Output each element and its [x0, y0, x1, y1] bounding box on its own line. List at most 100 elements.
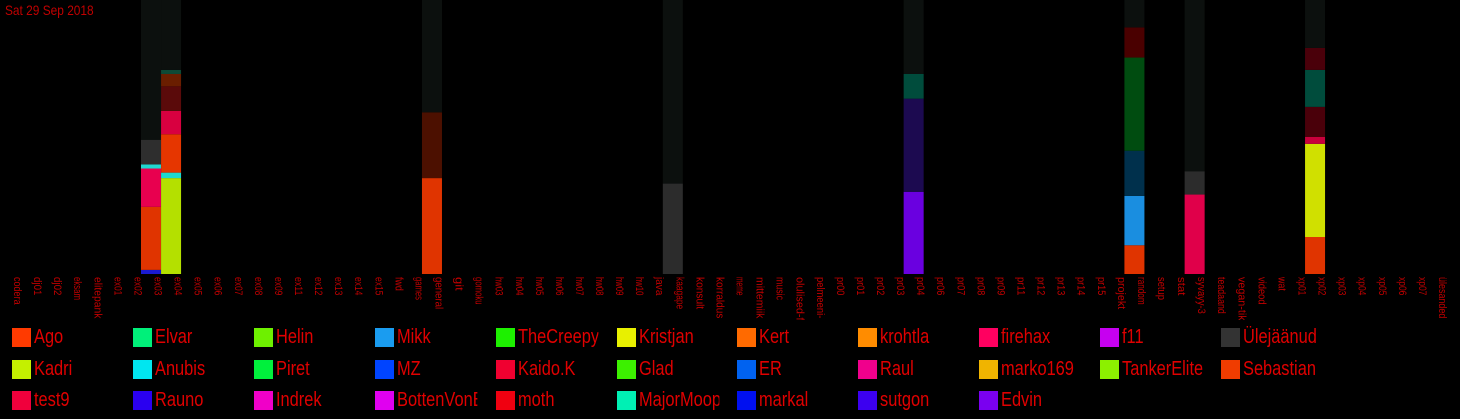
x-axis-labels: codera dj01 dj02 eksam elitepank ex01 ex02 ex03… — [11, 276, 1448, 320]
x-tick-label: ex02 — [131, 277, 143, 295]
x-tick-label: hw08 — [593, 277, 605, 295]
legend-label: Piret — [275, 357, 310, 380]
legend-item: Raul — [858, 357, 978, 380]
legend-label: Helin — [275, 326, 314, 348]
legend-swatch — [1100, 359, 1120, 379]
legend-swatch — [132, 391, 152, 410]
legend-swatch — [374, 328, 394, 347]
legend-item: markal — [737, 388, 857, 411]
x-tick-label: git — [453, 277, 465, 291]
legend-swatch — [495, 328, 515, 347]
legend-label: MajorMoopsy — [638, 389, 719, 411]
legend-label: test9 — [34, 389, 70, 411]
legend-label: markal — [759, 389, 809, 411]
x-tick-label: ex11 — [292, 277, 304, 295]
x-tick-label: pr09 — [994, 277, 1006, 295]
x-tick-label: xp02 — [1316, 277, 1328, 295]
legend-item: Ago — [12, 325, 132, 348]
legend-label: krohtla — [880, 326, 930, 348]
x-tick-label: olulised-fi — [794, 277, 806, 320]
x-tick-label: meme — [734, 277, 746, 295]
x-tick-label: hw09 — [613, 277, 625, 295]
legend-item: moth — [495, 388, 616, 411]
bar-segment — [1184, 194, 1205, 274]
bar-segment — [1124, 57, 1145, 151]
legend-swatch — [979, 359, 999, 379]
bar-segment — [903, 73, 924, 99]
legend-swatch — [12, 391, 31, 410]
bar-segment — [1305, 0, 1326, 48]
legend-swatch — [132, 328, 152, 347]
bar-segment — [1305, 143, 1326, 238]
legend-item: Kadri — [12, 357, 132, 380]
x-tick-label: pelmeeni- — [814, 277, 826, 319]
x-tick-label: ex14 — [352, 277, 364, 295]
legend-label: MZ — [396, 357, 421, 380]
x-tick-label: konsult — [693, 277, 705, 309]
legend-swatch — [253, 391, 273, 410]
x-tick-label: java — [653, 276, 665, 296]
bar-segment — [903, 0, 924, 74]
x-tick-label: ex01 — [111, 277, 123, 295]
x-tick-label: eksam — [71, 277, 83, 300]
bar-segment — [1305, 47, 1326, 70]
legend-label: firehax — [1001, 326, 1051, 348]
x-tick-label: kaagape — [673, 277, 685, 309]
legend-item: krohtla — [858, 325, 978, 348]
x-tick-label: fwd — [392, 277, 404, 291]
legend-item: Helin — [253, 325, 374, 348]
legend-swatch — [1221, 328, 1240, 347]
x-tick-label: music — [774, 277, 786, 300]
x-tick-label: ex13 — [332, 277, 344, 295]
legend-item: Glad — [616, 357, 737, 380]
x-tick-label: projekt — [1115, 277, 1127, 309]
bar-segment — [1124, 245, 1145, 274]
x-tick-label: setup — [1155, 277, 1167, 300]
bar-segment — [161, 69, 182, 74]
legend-item: Kristjan — [616, 325, 737, 348]
legend-label: Indrek — [275, 389, 322, 411]
bar-segment — [662, 0, 683, 184]
x-tick-label: pr11 — [1015, 277, 1027, 295]
bar-segment — [903, 191, 924, 274]
chart-date: Sat 29 Sep 2018 — [5, 2, 94, 18]
x-tick-label: ex09 — [272, 277, 284, 295]
legend-item: Kert — [737, 325, 857, 348]
legend-item: Edvin — [979, 388, 1099, 411]
legend-label: Kristjan — [638, 326, 694, 348]
x-tick-label: pr04 — [914, 277, 926, 295]
bar-segment — [1124, 195, 1145, 246]
legend-swatch — [374, 391, 394, 410]
bar-segment — [1124, 0, 1145, 28]
x-tick-label: pr14 — [1075, 277, 1087, 295]
legend-label: marko169 — [1001, 357, 1075, 380]
x-tick-label: xp05 — [1376, 277, 1388, 295]
legend-swatch — [1221, 359, 1240, 379]
x-tick-label: ex07 — [232, 277, 244, 295]
legend-swatch — [616, 359, 636, 379]
legend-item: sutgon — [858, 388, 978, 411]
stacked-bar-chart: codera dj01 dj02 eksam elitepank ex01 ex02 ex03… — [11, 0, 1448, 320]
x-tick-label: xp07 — [1416, 277, 1428, 295]
legend-label: Kaido.K — [517, 357, 576, 380]
legend-swatch — [737, 391, 757, 410]
x-tick-label: pr07 — [954, 277, 966, 295]
bar-segment — [161, 110, 182, 135]
bar-segment — [1184, 0, 1205, 172]
x-tick-label: ex05 — [192, 277, 204, 295]
legend-swatch — [979, 391, 999, 410]
legend-swatch — [616, 328, 636, 347]
legend-label: moth — [517, 389, 555, 411]
bar-segment — [1305, 106, 1326, 137]
x-tick-label: stat — [1175, 277, 1187, 295]
x-tick-label: ülesanded — [1436, 277, 1448, 318]
x-tick-label: codera — [11, 277, 23, 305]
legend-label: Raul — [880, 357, 915, 380]
x-tick-label: ex04 — [172, 277, 184, 295]
legend-item: marko169 — [979, 357, 1099, 380]
x-tick-label: ex03 — [151, 277, 163, 295]
x-tick-label: pr08 — [974, 277, 986, 295]
bar-segment — [140, 168, 161, 207]
bar-segment — [140, 139, 161, 165]
bar-segment — [161, 172, 182, 179]
